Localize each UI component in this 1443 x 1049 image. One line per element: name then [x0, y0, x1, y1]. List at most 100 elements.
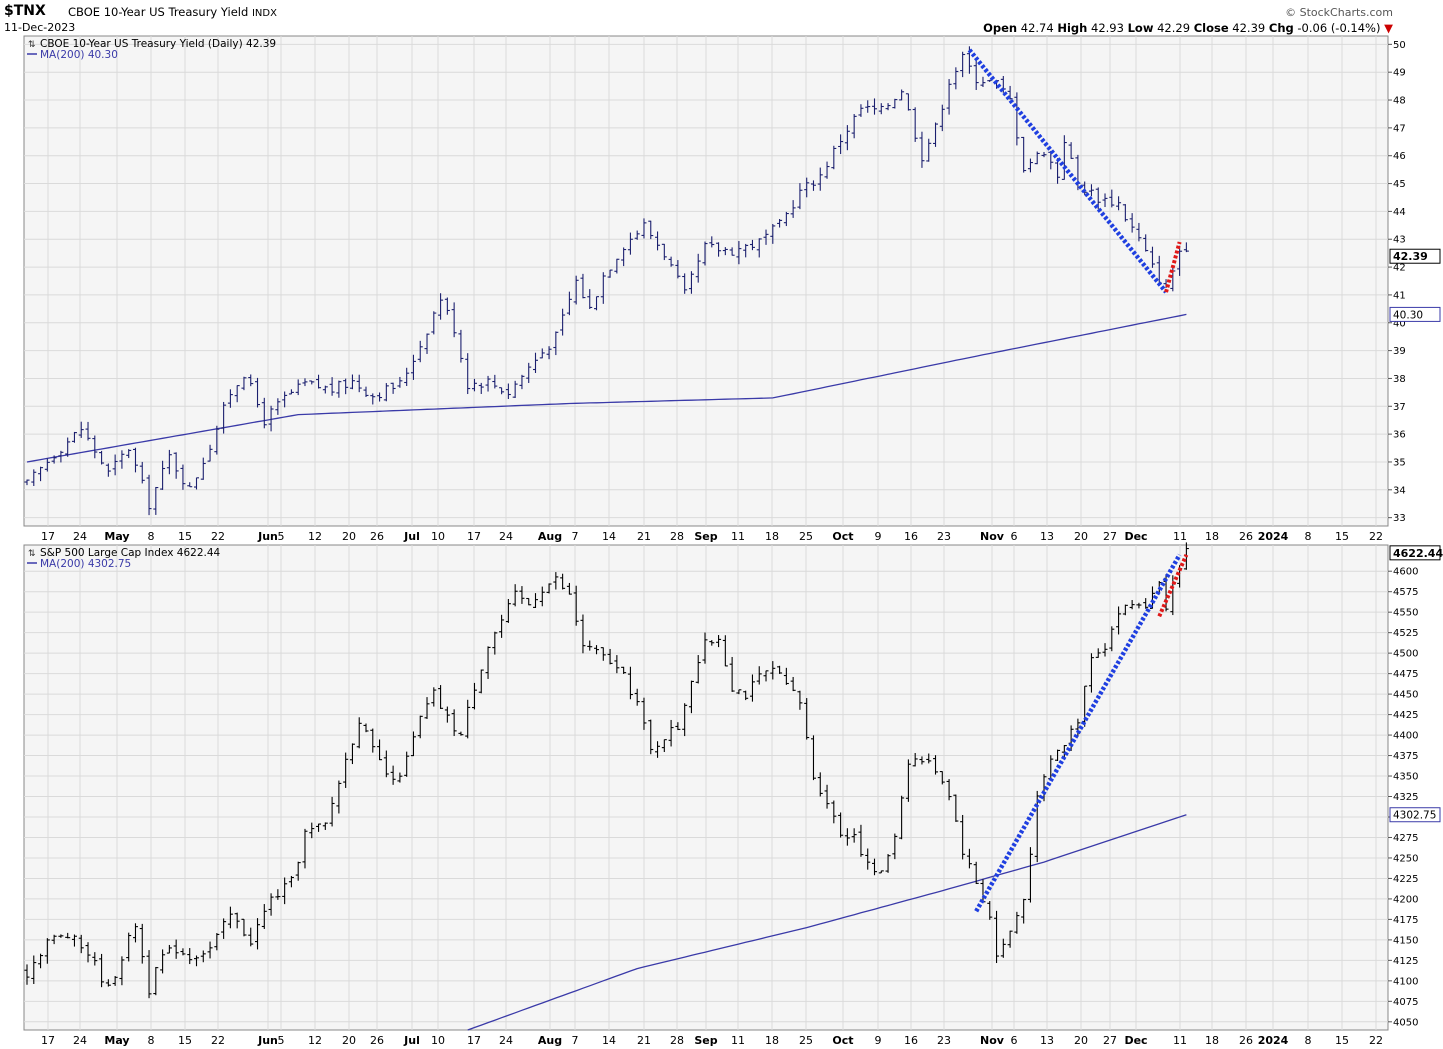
ohlc-bar	[85, 942, 91, 963]
ohlc-bar	[356, 374, 362, 393]
ohlc-bar	[92, 952, 98, 966]
ohlc-bar	[946, 779, 952, 801]
x-tick-label: Nov	[980, 530, 1005, 543]
ohlc-bar	[756, 666, 762, 685]
ohlc-bar	[892, 833, 898, 860]
ohlc-bar	[1088, 653, 1094, 693]
legend-ma: MA(200) 40.30	[40, 49, 118, 61]
ohlc-bar	[749, 674, 755, 702]
ohlc-bar	[688, 680, 694, 714]
ohlc-bar	[478, 669, 484, 694]
y-tick-label: 4375	[1393, 751, 1418, 762]
x-tick-label: 21	[637, 1034, 651, 1047]
y-tick-label: 4500	[1393, 649, 1418, 660]
ohlc-bar	[661, 739, 667, 753]
y-tick-label: 39	[1393, 346, 1406, 357]
x-tick-label: 6	[1011, 1034, 1018, 1047]
x-tick-label: Dec	[1124, 1034, 1147, 1047]
ohlc-bar	[905, 93, 911, 111]
ohlc-bar	[343, 752, 349, 788]
x-tick-label: 16	[904, 530, 918, 543]
ohlc-bar	[288, 875, 294, 888]
ohlc-bar	[824, 784, 830, 809]
ohlc-bar	[187, 482, 193, 488]
x-tick-label: 18	[765, 1034, 779, 1047]
ohlc-bar	[885, 854, 891, 873]
last-value-tag	[1389, 545, 1441, 561]
ohlc-bar	[1122, 204, 1128, 222]
ohlc-bar	[51, 455, 57, 464]
ohlc-bar	[919, 756, 925, 765]
ohlc-bar	[356, 717, 362, 749]
ohlc-bar	[1021, 898, 1027, 924]
x-tick-label: 17	[467, 1034, 481, 1047]
ohlc-bar	[1055, 749, 1061, 762]
ohlc-bar	[146, 474, 152, 516]
x-tick-label: 12	[308, 1034, 322, 1047]
ohlc-bar	[146, 950, 152, 999]
y-tick-label: 4600	[1393, 567, 1418, 578]
x-tick-label: 22	[211, 530, 225, 543]
ohlc-bar	[933, 755, 939, 775]
ohlc-bar	[166, 449, 172, 475]
ohlc-bar	[132, 447, 138, 473]
ohlc-bar	[682, 703, 688, 737]
x-tick-label: Jun	[257, 530, 278, 543]
ohlc-bar	[797, 690, 803, 710]
x-tick-label: 26	[1239, 530, 1253, 543]
x-tick-label: 22	[1369, 530, 1383, 543]
ohlc-bar	[1075, 718, 1081, 737]
y-tick-label: 4125	[1393, 956, 1418, 967]
ohlc-bar	[872, 858, 877, 876]
chg-label: Chg	[1268, 21, 1294, 35]
x-tick-label: 23	[937, 1034, 951, 1047]
ohlc-bar	[851, 114, 857, 139]
last-value-label: 42.39	[1393, 250, 1428, 263]
ohlc-bar	[71, 431, 77, 443]
ohlc-bar	[1034, 790, 1040, 863]
ohlc-bar	[329, 796, 335, 827]
bar-chart-icon: ⇅	[28, 549, 36, 559]
x-tick-label: 28	[670, 1034, 684, 1047]
ohlc-bar	[309, 380, 315, 385]
x-tick-label: 15	[1335, 530, 1349, 543]
x-tick-label: 11	[731, 1034, 745, 1047]
ohlc-bar	[736, 689, 742, 695]
ohlc-bar	[492, 631, 498, 655]
ohlc-bar	[1183, 242, 1189, 253]
ohlc-bar	[451, 709, 457, 737]
ohlc-bar	[99, 953, 105, 988]
ohlc-bar	[431, 311, 437, 335]
ohlc-bar	[736, 241, 742, 265]
ohlc-bar	[668, 719, 674, 747]
ohlc-bar	[499, 387, 505, 395]
ohlc-bar	[349, 743, 355, 765]
ohlc-bar	[214, 425, 220, 455]
ohlc-bar	[24, 479, 30, 486]
ohlc-bar	[370, 393, 376, 405]
ohlc-bar	[85, 421, 91, 441]
ohlc-bar	[1088, 184, 1094, 197]
ohlc-bar	[627, 666, 633, 700]
chart-header: $TNX CBOE 10-Year US Treasury Yield INDX…	[0, 0, 1443, 36]
ohlc-bar	[973, 861, 979, 884]
ohlc-bar	[831, 800, 837, 824]
ohlc-bar	[1129, 213, 1135, 233]
x-tick-label: 17	[467, 530, 481, 543]
y-tick-label: 4450	[1393, 690, 1418, 701]
ohlc-bar	[824, 161, 830, 179]
ohlc-bar	[790, 676, 796, 692]
ohlc-bar	[1129, 600, 1135, 610]
x-tick-label: 8	[148, 1034, 155, 1047]
ohlc-bar	[316, 823, 322, 832]
x-tick-label: Dec	[1124, 530, 1147, 543]
ohlc-bar	[607, 648, 613, 665]
ohlc-bar	[153, 486, 159, 515]
ohlc-bar	[573, 275, 579, 305]
y-tick-label: 4050	[1393, 1017, 1418, 1028]
ohlc-bar	[641, 218, 647, 239]
ohlc-bar	[546, 583, 552, 594]
ohlc-bar	[668, 256, 674, 267]
x-tick-label: May	[104, 1034, 129, 1047]
